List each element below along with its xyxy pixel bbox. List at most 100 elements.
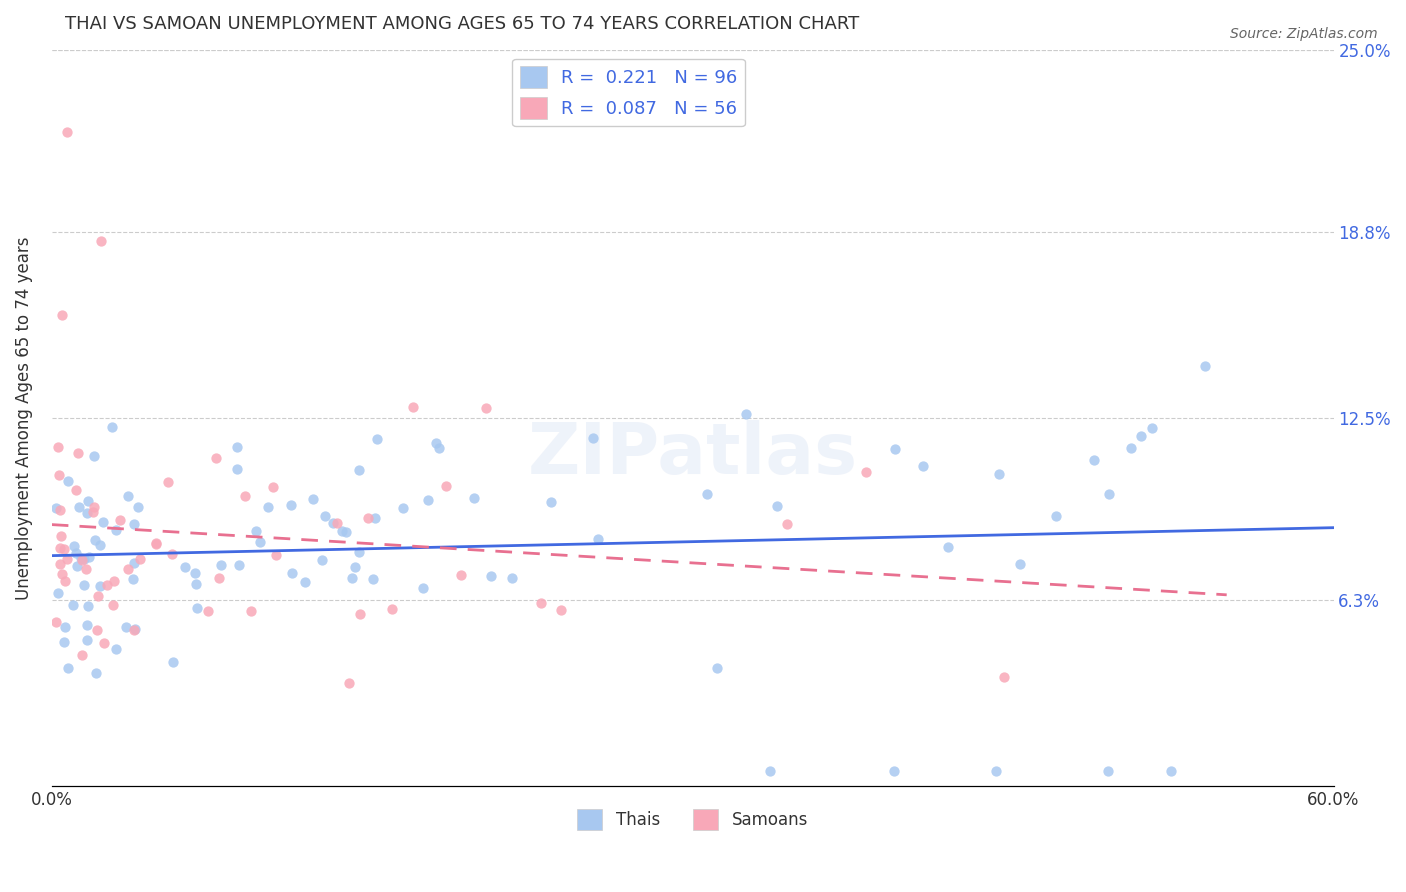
Point: [124, 516, 146, 531]
Point: [347, 463, 370, 477]
Point: [986, 764, 1008, 778]
Point: [156, 475, 179, 489]
Point: [197, 604, 219, 618]
Point: [765, 499, 787, 513]
Point: [550, 603, 572, 617]
Point: [49, 502, 72, 516]
Point: [540, 495, 562, 509]
Point: [58, 661, 80, 675]
Point: [412, 581, 434, 595]
Point: [883, 764, 905, 778]
Point: [67, 500, 90, 514]
Point: [91, 516, 114, 530]
Point: [49, 557, 72, 571]
Point: [122, 623, 145, 637]
Point: [160, 547, 183, 561]
Point: [45, 501, 67, 516]
Point: [249, 534, 271, 549]
Point: [1194, 359, 1216, 373]
Point: [776, 517, 799, 532]
Point: [1045, 508, 1067, 523]
Point: [418, 492, 440, 507]
Point: [1129, 429, 1152, 443]
Point: [330, 524, 353, 539]
Point: [245, 524, 267, 539]
Point: [340, 571, 363, 585]
Point: [51, 529, 73, 543]
Point: [311, 553, 333, 567]
Point: [1098, 486, 1121, 500]
Point: [66, 445, 89, 459]
Point: [53, 574, 76, 588]
Point: [127, 500, 149, 514]
Point: [302, 491, 325, 506]
Point: [361, 572, 384, 586]
Point: [381, 602, 404, 616]
Point: [207, 570, 229, 584]
Point: [56, 125, 79, 139]
Point: [759, 764, 782, 778]
Point: [1140, 421, 1163, 435]
Point: [239, 604, 262, 618]
Point: [45, 615, 67, 629]
Point: [117, 489, 139, 503]
Point: [233, 489, 256, 503]
Point: [55, 552, 77, 566]
Text: THAI VS SAMOAN UNEMPLOYMENT AMONG AGES 65 TO 74 YEARS CORRELATION CHART: THAI VS SAMOAN UNEMPLOYMENT AMONG AGES 6…: [65, 15, 859, 33]
Point: [122, 556, 145, 570]
Point: [162, 656, 184, 670]
Point: [322, 516, 344, 530]
Point: [114, 620, 136, 634]
Point: [89, 579, 111, 593]
Point: [117, 561, 139, 575]
Point: [101, 598, 124, 612]
Point: [65, 546, 87, 560]
Point: [314, 508, 336, 523]
Point: [343, 560, 366, 574]
Point: [48, 468, 70, 483]
Point: [86, 666, 108, 681]
Point: [326, 516, 349, 531]
Point: [51, 566, 73, 581]
Point: [357, 511, 380, 525]
Point: [228, 558, 250, 572]
Point: [257, 500, 280, 514]
Point: [530, 596, 553, 610]
Point: [65, 483, 87, 497]
Point: [281, 566, 304, 581]
Point: [450, 568, 472, 582]
Point: [76, 617, 98, 632]
Point: [347, 544, 370, 558]
Point: [77, 494, 100, 508]
Point: [103, 574, 125, 588]
Point: [209, 558, 232, 572]
Point: [184, 566, 207, 580]
Point: [101, 419, 124, 434]
Point: [184, 577, 207, 591]
Point: [96, 578, 118, 592]
Point: [427, 441, 450, 455]
Point: [93, 635, 115, 649]
Point: [84, 533, 107, 547]
Point: [145, 537, 167, 551]
Point: [104, 641, 127, 656]
Point: [988, 467, 1011, 481]
Point: [204, 450, 226, 465]
Point: [174, 560, 197, 574]
Point: [124, 622, 146, 636]
Point: [337, 675, 360, 690]
Point: [62, 598, 84, 612]
Point: [75, 561, 97, 575]
Point: [1008, 557, 1031, 571]
Point: [335, 524, 357, 539]
Point: [264, 548, 287, 562]
Point: [105, 523, 128, 537]
Point: [53, 634, 76, 648]
Point: [70, 552, 93, 566]
Point: [1160, 764, 1182, 778]
Point: [225, 461, 247, 475]
Point: [280, 498, 302, 512]
Point: [586, 532, 609, 546]
Point: [63, 539, 86, 553]
Point: [225, 440, 247, 454]
